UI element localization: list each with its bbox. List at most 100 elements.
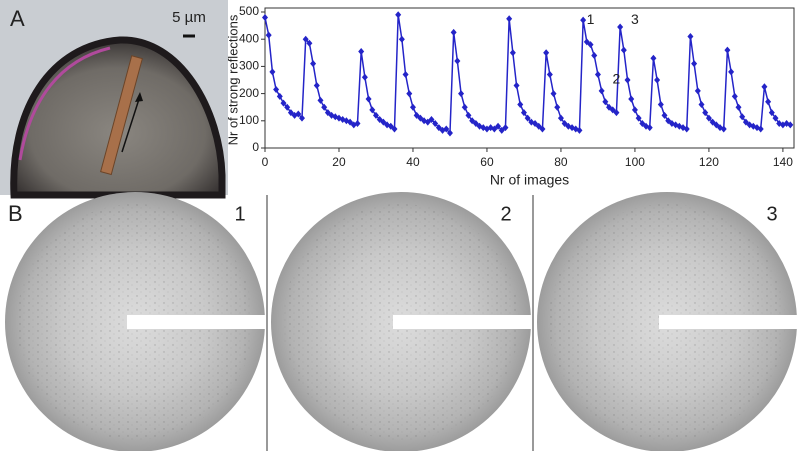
data-point xyxy=(313,81,320,89)
y-tick-label: 100 xyxy=(239,113,259,127)
image-label: 2 xyxy=(500,203,511,225)
droplet-rim xyxy=(18,46,111,161)
data-point xyxy=(469,117,476,125)
x-axis-label: Nr of images xyxy=(490,172,569,188)
data-point xyxy=(739,113,746,121)
data-point xyxy=(617,23,624,31)
data-point xyxy=(483,125,490,133)
data-point xyxy=(565,122,572,130)
data-point xyxy=(691,60,698,68)
data-point xyxy=(295,110,302,118)
data-point xyxy=(273,86,280,94)
beamstop xyxy=(127,315,266,329)
data-point xyxy=(768,109,775,117)
data-point xyxy=(576,126,583,134)
data-point xyxy=(495,122,502,130)
data-point xyxy=(676,122,683,130)
data-point xyxy=(672,121,679,129)
annotation: 3 xyxy=(631,11,639,27)
data-point xyxy=(557,114,564,122)
data-point xyxy=(491,125,498,133)
data-point xyxy=(742,118,749,126)
data-point xyxy=(631,106,638,114)
data-point xyxy=(746,121,753,129)
data-point xyxy=(284,103,291,111)
data-point xyxy=(765,98,772,106)
image-label: 1 xyxy=(234,203,245,225)
data-point xyxy=(302,35,309,43)
data-point xyxy=(620,46,627,54)
data-point xyxy=(643,122,650,130)
data-point xyxy=(465,111,472,119)
data-point xyxy=(709,118,716,126)
panel-label: B xyxy=(8,201,23,226)
x-tick-label: 100 xyxy=(625,155,645,169)
data-point xyxy=(583,38,590,46)
data-point xyxy=(524,114,531,122)
scale-bar-label: 5 µm xyxy=(172,9,206,26)
data-point xyxy=(395,11,402,19)
data-point xyxy=(683,125,690,133)
data-point xyxy=(761,83,768,91)
data-point xyxy=(787,121,794,129)
data-point xyxy=(432,120,439,128)
data-point xyxy=(657,100,664,108)
arrow xyxy=(121,95,141,153)
data-point xyxy=(380,118,387,126)
data-point xyxy=(550,90,557,98)
data-point xyxy=(591,52,598,60)
data-point xyxy=(613,109,620,117)
data-point xyxy=(347,118,354,126)
data-point xyxy=(624,76,631,84)
data-point xyxy=(569,124,576,132)
data-point xyxy=(532,120,539,128)
data-point xyxy=(324,109,331,117)
data-point xyxy=(724,46,731,54)
data-point xyxy=(480,124,487,132)
data-point xyxy=(269,68,276,76)
data-point xyxy=(535,122,542,130)
data-point xyxy=(310,60,317,68)
data-point xyxy=(754,124,761,132)
x-tick-label: 120 xyxy=(699,155,719,169)
data-point xyxy=(598,87,605,95)
data-point xyxy=(391,125,398,133)
data-point xyxy=(402,71,409,79)
data-point xyxy=(680,124,687,132)
data-point xyxy=(713,121,720,129)
plot-frame xyxy=(264,7,795,149)
data-point xyxy=(413,111,420,119)
data-point xyxy=(687,32,694,40)
data-point xyxy=(705,114,712,122)
data-point xyxy=(354,120,361,128)
data-point xyxy=(376,115,383,123)
data-point xyxy=(602,98,609,106)
beamstop xyxy=(393,315,532,329)
data-point xyxy=(262,13,268,21)
data-point xyxy=(646,124,653,132)
data-point xyxy=(398,35,405,43)
y-tick-label: 0 xyxy=(252,140,259,154)
data-point xyxy=(287,109,294,117)
x-tick-label: 140 xyxy=(773,155,793,169)
y-tick-label: 400 xyxy=(239,31,259,45)
data-point xyxy=(369,106,376,114)
data-point xyxy=(458,90,465,98)
data-point xyxy=(321,103,328,111)
data-point xyxy=(476,122,483,130)
data-point xyxy=(735,103,742,111)
image-label: 3 xyxy=(766,203,777,225)
data-point xyxy=(280,99,287,107)
y-tick-label: 300 xyxy=(239,59,259,73)
data-point xyxy=(317,96,324,104)
data-point xyxy=(461,103,468,111)
data-point xyxy=(750,122,757,130)
y-tick-label: 500 xyxy=(239,4,259,18)
data-point xyxy=(702,109,709,117)
data-point xyxy=(587,41,594,49)
data-point xyxy=(306,39,313,47)
data-point xyxy=(731,92,738,100)
data-point xyxy=(450,28,457,36)
data-point xyxy=(361,73,368,81)
